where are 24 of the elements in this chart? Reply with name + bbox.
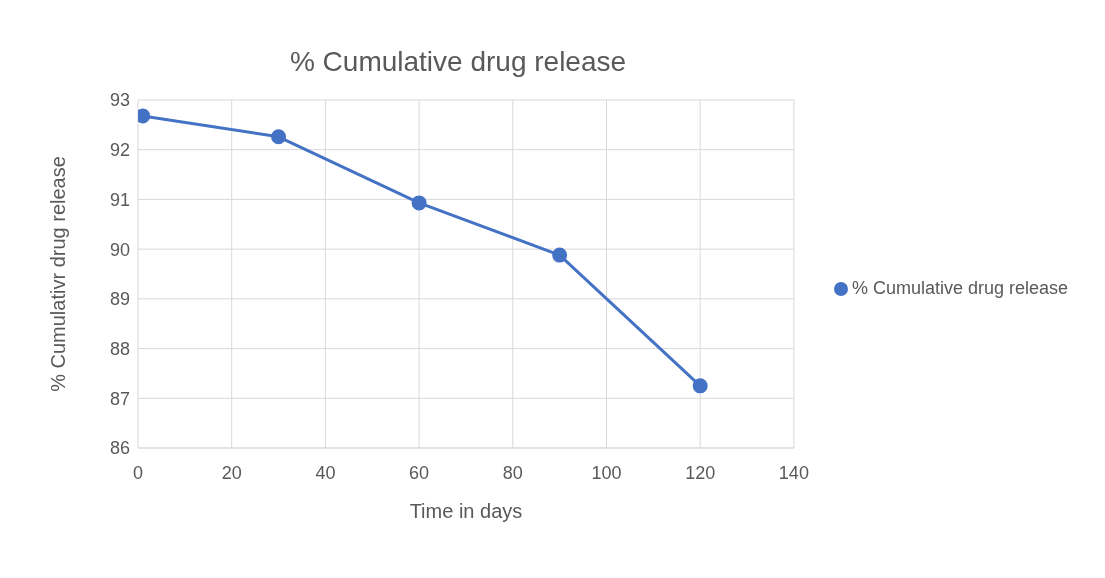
y-axis-title: % Cumulativr drug release: [47, 156, 70, 392]
chart-title: % Cumulative drug release: [288, 46, 628, 78]
y-tick-label: 90: [109, 239, 130, 260]
y-tick-label: 89: [109, 289, 130, 310]
x-tick-label: 120: [685, 462, 716, 483]
point: [552, 247, 568, 263]
y-tick-label: 86: [109, 438, 130, 459]
y-tick-label: 93: [109, 90, 130, 111]
legend-label: % Cumulative drug release: [851, 277, 1068, 298]
x-tick-label: 60: [409, 462, 430, 483]
x-tick-label: 80: [502, 462, 523, 483]
x-tick-label: 20: [221, 462, 242, 483]
point: [411, 195, 427, 211]
y-tick-label: 91: [109, 189, 130, 210]
x-tick-label: 140: [778, 462, 809, 483]
point: [692, 378, 708, 394]
y-tick-label: 88: [109, 338, 130, 359]
x-tick-label: 40: [315, 462, 336, 483]
x-tick-label: 0: [132, 462, 144, 483]
x-axis-title: Time in days: [409, 500, 523, 522]
x-tick-label: 100: [591, 462, 622, 483]
y-tick-label: 87: [109, 388, 130, 409]
point: [271, 129, 287, 145]
y-tick-label: 92: [109, 140, 130, 161]
